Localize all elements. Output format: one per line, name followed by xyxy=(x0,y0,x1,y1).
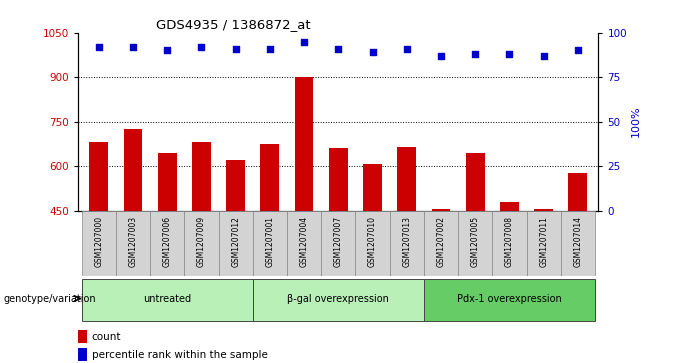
Bar xyxy=(424,211,458,276)
Text: GSM1207012: GSM1207012 xyxy=(231,216,240,267)
Point xyxy=(538,53,549,59)
Bar xyxy=(184,211,218,276)
Point xyxy=(265,46,275,52)
Bar xyxy=(363,164,382,211)
Bar xyxy=(424,279,595,321)
Bar xyxy=(82,279,253,321)
Bar xyxy=(356,211,390,276)
Bar xyxy=(526,211,561,276)
Text: GSM1207005: GSM1207005 xyxy=(471,216,479,268)
Point xyxy=(504,51,515,57)
Text: β-gal overexpression: β-gal overexpression xyxy=(288,294,389,303)
Bar xyxy=(150,211,184,276)
Bar xyxy=(158,153,177,211)
Bar xyxy=(287,211,321,276)
Text: GSM1207006: GSM1207006 xyxy=(163,216,171,268)
Point xyxy=(93,44,104,50)
Text: GSM1207009: GSM1207009 xyxy=(197,216,206,268)
Point xyxy=(128,44,139,50)
Text: percentile rank within the sample: percentile rank within the sample xyxy=(92,350,268,360)
Text: untreated: untreated xyxy=(143,294,191,303)
Bar xyxy=(78,348,87,361)
Bar xyxy=(329,148,347,211)
Text: GSM1207011: GSM1207011 xyxy=(539,216,548,267)
Bar xyxy=(397,147,416,211)
Bar xyxy=(390,211,424,276)
Bar xyxy=(226,160,245,211)
Text: GSM1207010: GSM1207010 xyxy=(368,216,377,268)
Point xyxy=(299,38,309,44)
Point xyxy=(435,53,446,59)
Bar xyxy=(260,144,279,211)
Text: GSM1207000: GSM1207000 xyxy=(95,216,103,268)
Text: count: count xyxy=(92,332,121,342)
Bar xyxy=(294,77,313,211)
Text: GSM1207003: GSM1207003 xyxy=(129,216,137,268)
Bar xyxy=(192,142,211,211)
Text: GSM1207014: GSM1207014 xyxy=(573,216,582,268)
Bar xyxy=(89,142,108,211)
Y-axis label: 100%: 100% xyxy=(631,106,641,138)
Point xyxy=(401,46,412,52)
Text: genotype/variation: genotype/variation xyxy=(3,294,96,303)
Point xyxy=(367,49,378,55)
Text: GSM1207008: GSM1207008 xyxy=(505,216,514,268)
Bar xyxy=(534,209,553,211)
Bar xyxy=(218,211,253,276)
Text: GSM1207001: GSM1207001 xyxy=(265,216,274,268)
Text: GDS4935 / 1386872_at: GDS4935 / 1386872_at xyxy=(156,19,311,32)
Point xyxy=(196,44,207,50)
Bar xyxy=(568,172,588,211)
Text: GSM1207002: GSM1207002 xyxy=(437,216,445,268)
Text: GSM1207007: GSM1207007 xyxy=(334,216,343,268)
Bar xyxy=(432,209,450,211)
Bar xyxy=(458,211,492,276)
Bar xyxy=(321,211,356,276)
Bar xyxy=(500,201,519,211)
Text: GSM1207013: GSM1207013 xyxy=(403,216,411,268)
Point xyxy=(333,46,343,52)
Bar xyxy=(492,211,526,276)
Point xyxy=(231,46,241,52)
Point xyxy=(470,51,481,57)
Bar xyxy=(253,279,424,321)
Bar xyxy=(78,330,87,343)
Bar xyxy=(82,211,116,276)
Bar xyxy=(253,211,287,276)
Bar xyxy=(116,211,150,276)
Point xyxy=(573,48,583,53)
Text: GSM1207004: GSM1207004 xyxy=(300,216,309,268)
Bar xyxy=(466,153,485,211)
Point xyxy=(162,48,173,53)
Bar xyxy=(561,211,595,276)
Bar xyxy=(124,129,142,211)
Text: Pdx-1 overexpression: Pdx-1 overexpression xyxy=(457,294,562,303)
